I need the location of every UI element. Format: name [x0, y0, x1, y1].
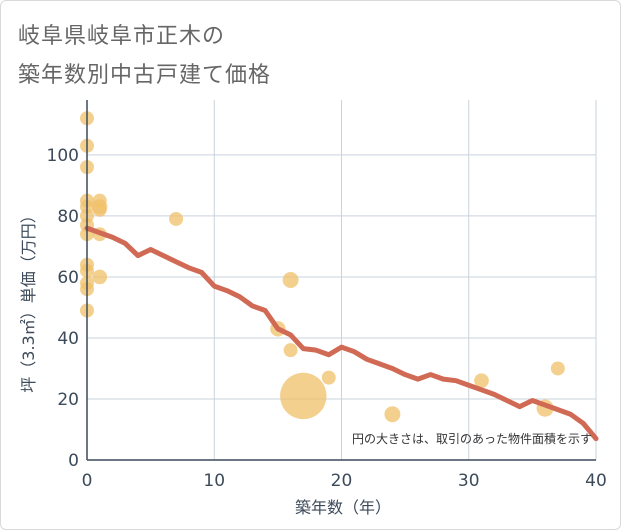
data-point	[92, 269, 108, 285]
x-axis-label: 築年数（年）	[295, 498, 391, 517]
y-tick-label: 80	[57, 207, 79, 227]
y-tick-label: 60	[57, 268, 79, 288]
y-tick-label: 40	[57, 329, 79, 349]
y-tick-label: 100	[47, 146, 79, 166]
data-point	[550, 361, 565, 376]
y-tick-label: 0	[68, 451, 79, 471]
x-tick-label: 40	[585, 471, 607, 491]
size-note: 円の大きさは、取引のあった物件面積を示す	[352, 431, 592, 446]
chart-title-line2: 築年数別中古戸建て価格	[18, 63, 272, 88]
chart-title-line1: 岐阜県岐阜市正木の	[18, 24, 226, 49]
x-tick-label: 20	[331, 471, 353, 491]
data-point	[282, 272, 299, 288]
data-point	[92, 202, 107, 217]
x-tick-label: 30	[458, 471, 480, 491]
tick-labels: 0 10 20 30 40 0 20 40 60 80 100	[47, 146, 607, 491]
data-point	[321, 370, 336, 385]
axes	[86, 100, 596, 461]
trend-line	[84, 225, 599, 442]
data-point	[283, 343, 298, 358]
bubble-series	[80, 111, 565, 423]
x-tick-label: 10	[203, 471, 225, 491]
y-axis-label: 坪（3.3㎡）単価（万円）	[19, 207, 38, 392]
x-tick-label: 0	[82, 471, 93, 491]
data-point	[384, 406, 401, 423]
data-point	[474, 373, 489, 389]
data-point	[169, 211, 184, 226]
trend-line-group	[84, 225, 599, 442]
y-tick-label: 20	[57, 390, 79, 410]
data-point	[280, 372, 327, 420]
